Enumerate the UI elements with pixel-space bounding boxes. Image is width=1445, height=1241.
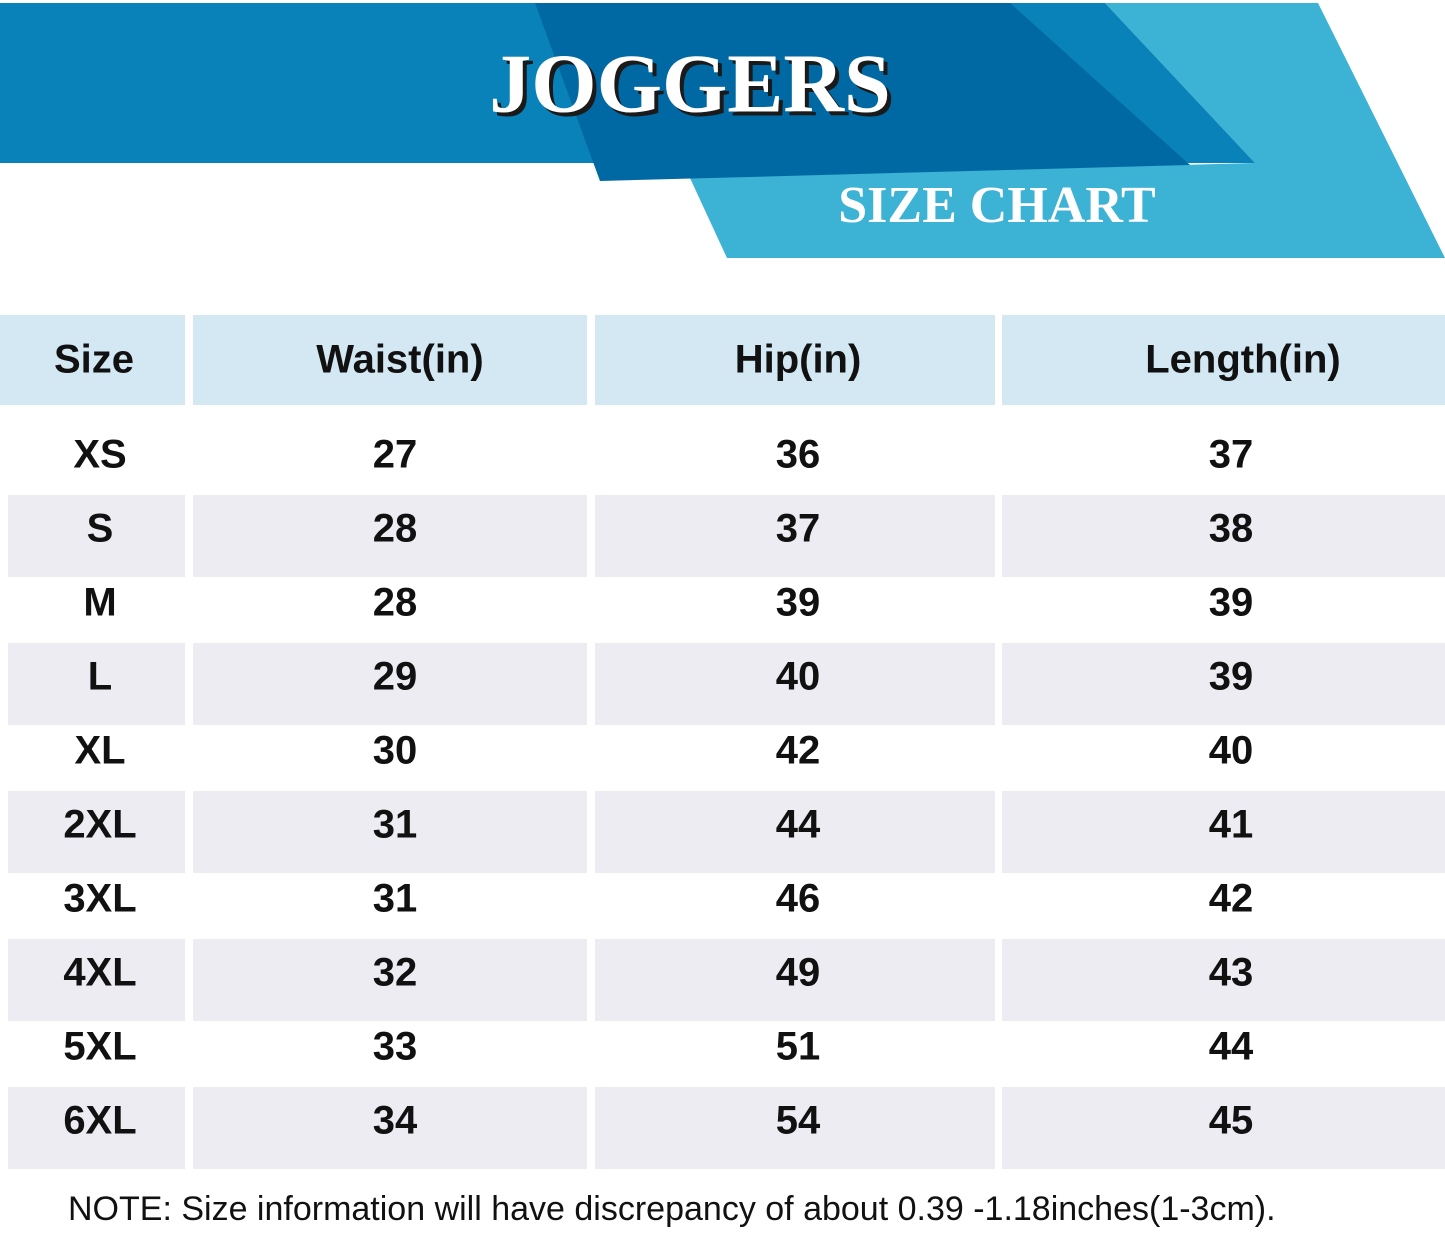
measurement: 43 bbox=[1209, 951, 1254, 995]
measurement: 39 bbox=[1209, 581, 1254, 625]
size-label: 4XL bbox=[63, 951, 136, 995]
measurement: 29 bbox=[373, 655, 418, 699]
row-band bbox=[8, 1087, 185, 1169]
title: JOGGERS bbox=[489, 37, 890, 130]
header-cell bbox=[1002, 315, 1445, 405]
column-header: Size bbox=[54, 338, 134, 382]
row-band bbox=[193, 643, 587, 725]
note: NOTE: Size information will have discrep… bbox=[68, 1190, 1276, 1228]
measurement: 45 bbox=[1209, 1099, 1254, 1143]
measurement: 51 bbox=[776, 1025, 821, 1069]
measurement: 49 bbox=[776, 951, 821, 995]
row-band bbox=[595, 791, 995, 873]
column-header: Waist(in) bbox=[316, 338, 483, 382]
measurement: 32 bbox=[373, 951, 418, 995]
measurement: 39 bbox=[1209, 655, 1254, 699]
banner bbox=[0, 3, 1445, 258]
size-label: 5XL bbox=[63, 1025, 136, 1069]
size-label: 6XL bbox=[63, 1099, 136, 1143]
measurement: 39 bbox=[776, 581, 821, 625]
size-label: XL bbox=[74, 729, 125, 773]
measurement: 30 bbox=[373, 729, 418, 773]
row-band bbox=[595, 495, 995, 577]
measurement: 54 bbox=[776, 1099, 821, 1143]
row-band bbox=[595, 1087, 995, 1169]
row-band bbox=[193, 1087, 587, 1169]
row-band bbox=[1002, 791, 1445, 873]
column-header: Hip(in) bbox=[735, 338, 862, 382]
measurement: 44 bbox=[1209, 1025, 1254, 1069]
row-band bbox=[193, 939, 587, 1021]
measurement: 42 bbox=[776, 729, 821, 773]
row-band bbox=[1002, 939, 1445, 1021]
measurement: 31 bbox=[373, 877, 418, 921]
row-band bbox=[1002, 495, 1445, 577]
row-band bbox=[595, 939, 995, 1021]
measurement: 28 bbox=[373, 581, 418, 625]
row-band bbox=[595, 643, 995, 725]
row-band bbox=[193, 495, 587, 577]
size-label: M bbox=[83, 581, 116, 625]
size-label: 2XL bbox=[63, 803, 136, 847]
header-cell bbox=[595, 315, 995, 405]
banner-light bbox=[690, 3, 1445, 258]
header-cell bbox=[0, 315, 185, 405]
header-cell bbox=[193, 315, 587, 405]
measurement: 37 bbox=[1209, 433, 1254, 477]
banner-dark bbox=[535, 3, 1190, 181]
column-header: Length(in) bbox=[1145, 338, 1341, 382]
row-band bbox=[193, 791, 587, 873]
row-band bbox=[1002, 643, 1445, 725]
row-band bbox=[8, 939, 185, 1021]
measurement: 33 bbox=[373, 1025, 418, 1069]
row-band bbox=[8, 791, 185, 873]
title-shadow: JOGGERS bbox=[493, 41, 894, 134]
row-band bbox=[8, 495, 185, 577]
size-label: S bbox=[87, 507, 114, 551]
measurement: 37 bbox=[776, 507, 821, 551]
row-band bbox=[1002, 1087, 1445, 1169]
measurement: 44 bbox=[776, 803, 821, 847]
size-label: L bbox=[88, 655, 112, 699]
measurement: 40 bbox=[1209, 729, 1254, 773]
measurement: 27 bbox=[373, 433, 418, 477]
row-band bbox=[8, 643, 185, 725]
table: Size Waist(in) Hip(in) Length(in) XS 27 36 37 S 2… bbox=[0, 315, 1445, 1169]
measurement: 28 bbox=[373, 507, 418, 551]
measurement: 31 bbox=[373, 803, 418, 847]
measurement: 46 bbox=[776, 877, 821, 921]
measurement: 34 bbox=[373, 1099, 418, 1143]
size-label: 3XL bbox=[63, 877, 136, 921]
measurement: 40 bbox=[776, 655, 821, 699]
size-label: XS bbox=[73, 433, 126, 477]
measurement: 36 bbox=[776, 433, 821, 477]
measurement: 41 bbox=[1209, 803, 1254, 847]
subtitle: SIZE CHART bbox=[838, 177, 1155, 234]
measurement: 38 bbox=[1209, 507, 1254, 551]
measurement: 42 bbox=[1209, 877, 1254, 921]
